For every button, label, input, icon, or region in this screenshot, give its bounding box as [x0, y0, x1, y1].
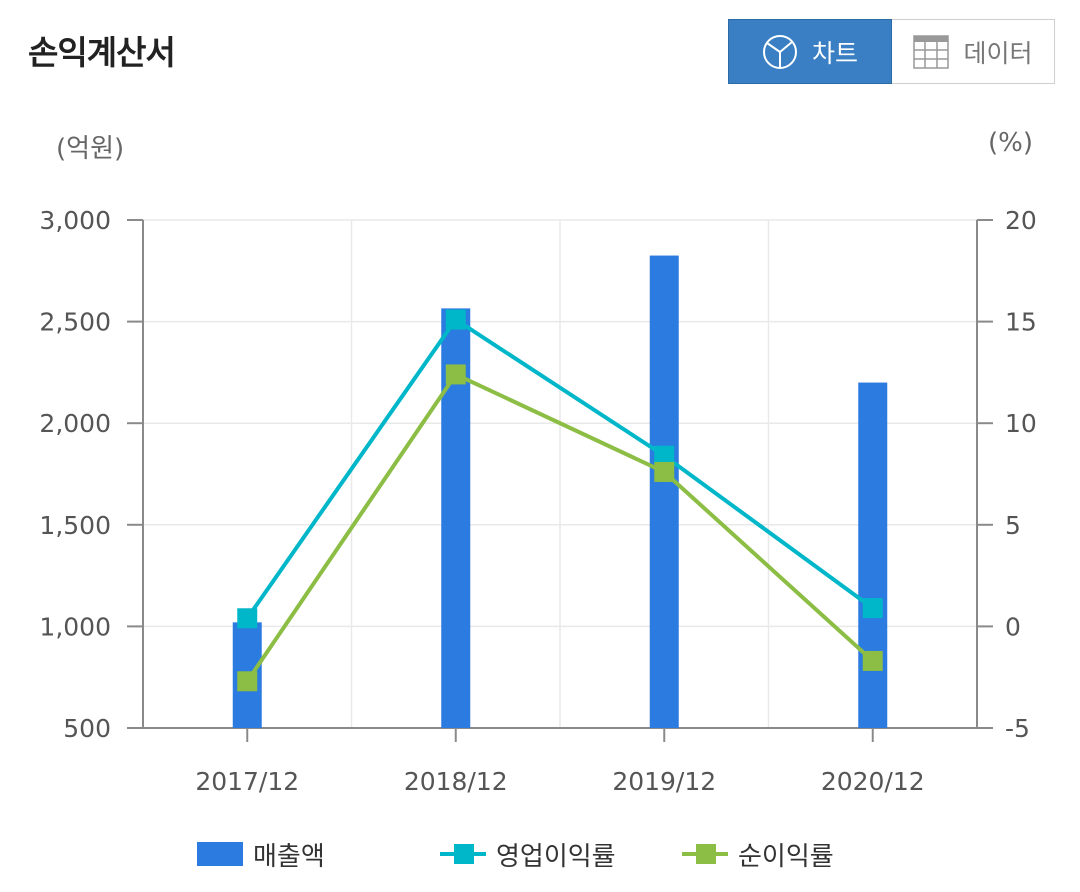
legend-label-net-margin: 순이익률: [738, 841, 834, 872]
legend-item-revenue[interactable]: 매출액: [197, 836, 325, 872]
y-left-tick-label: 3,000: [39, 206, 111, 235]
line-operating-margin: [245, 317, 874, 620]
bar-revenue: [649, 255, 679, 728]
legend-line-swatch: [682, 844, 728, 864]
y-left-tick-label: 1,500: [39, 511, 111, 540]
legend-item-operating-margin[interactable]: 영업이익률: [440, 836, 616, 872]
table-grid-icon: [913, 34, 950, 69]
y-left-tick-label: 500: [63, 714, 111, 743]
marker-operating-margin: [654, 445, 675, 466]
marker-net-margin: [654, 461, 675, 482]
left-axis-unit: (억원): [56, 134, 125, 164]
marker-net-margin: [862, 650, 883, 671]
legend-bar-swatch: [197, 842, 243, 866]
view-toggle: 차트 데이터: [728, 19, 1055, 84]
data-view-label: 데이터: [963, 38, 1033, 68]
marker-operating-margin: [862, 598, 883, 619]
y-left-tick-label: 2,500: [39, 308, 111, 337]
chart-view-label: 차트: [811, 38, 858, 68]
y-right-tick-label: 15: [1005, 308, 1037, 337]
x-tick-label: 2017/12: [195, 767, 299, 796]
bar-revenue: [858, 382, 888, 728]
marker-operating-margin: [237, 608, 258, 629]
y-right-tick-label: -5: [1005, 714, 1030, 743]
page-title: 손익계산서: [28, 33, 176, 72]
x-tick-label: 2020/12: [821, 767, 925, 796]
marker-net-margin: [445, 364, 466, 385]
y-left-tick-label: 1,000: [39, 612, 111, 641]
line-net-margin: [245, 372, 875, 683]
legend-item-net-margin[interactable]: 순이익률: [682, 836, 834, 872]
y-right-tick-label: 10: [1005, 409, 1037, 438]
right-axis-unit: (%): [988, 128, 1033, 158]
marker-net-margin: [237, 671, 258, 692]
y-right-tick-label: 20: [1005, 206, 1037, 235]
x-tick-label: 2018/12: [404, 767, 508, 796]
legend-label-revenue: 매출액: [253, 841, 325, 872]
marker-operating-margin: [445, 309, 466, 330]
y-left-tick-label: 2,000: [39, 409, 111, 438]
x-tick-label: 2019/12: [612, 767, 716, 796]
pie-chart-icon: [762, 34, 797, 69]
data-view-button[interactable]: 데이터: [892, 19, 1055, 84]
legend-line-swatch: [440, 844, 486, 864]
legend-label-operating-margin: 영업이익률: [496, 841, 616, 872]
chart-view-button[interactable]: 차트: [728, 19, 892, 84]
y-right-tick-label: 0: [1005, 612, 1021, 641]
y-right-tick-label: 5: [1005, 511, 1021, 540]
